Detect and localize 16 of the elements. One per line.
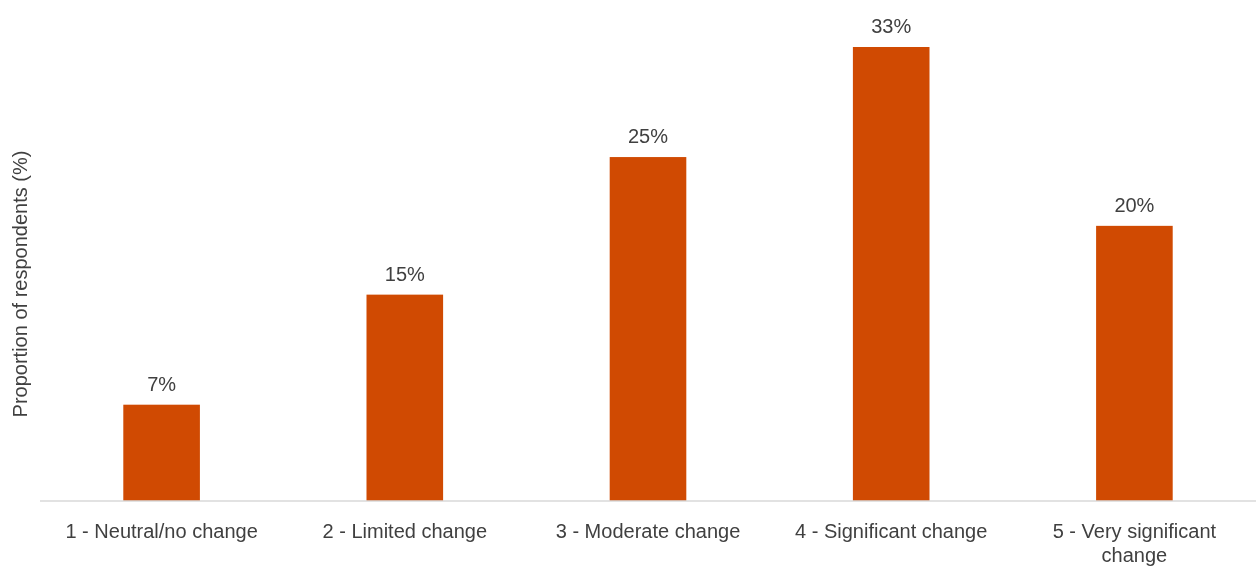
data-label: 15% bbox=[384, 262, 426, 285]
y-axis-title: Proportion of respondents (%) bbox=[9, 150, 31, 418]
bar bbox=[366, 294, 444, 501]
bar bbox=[1096, 225, 1173, 501]
x-tick-label: 4 - Significant change bbox=[795, 520, 988, 542]
data-label: 7% bbox=[147, 372, 177, 395]
bar bbox=[852, 47, 930, 501]
bar bbox=[123, 404, 200, 501]
x-tick-label: 2 - Limited change bbox=[322, 520, 488, 542]
data-label: 20% bbox=[1114, 193, 1155, 216]
bar bbox=[609, 157, 687, 501]
data-label: 33% bbox=[871, 15, 912, 37]
data-label: 25% bbox=[627, 125, 669, 148]
x-tick-label: 3 - Moderate change bbox=[555, 520, 741, 542]
x-tick-label: 1 - Neutral/no change bbox=[65, 520, 258, 542]
x-tick-label: 5 - Very significant change bbox=[1052, 520, 1217, 566]
